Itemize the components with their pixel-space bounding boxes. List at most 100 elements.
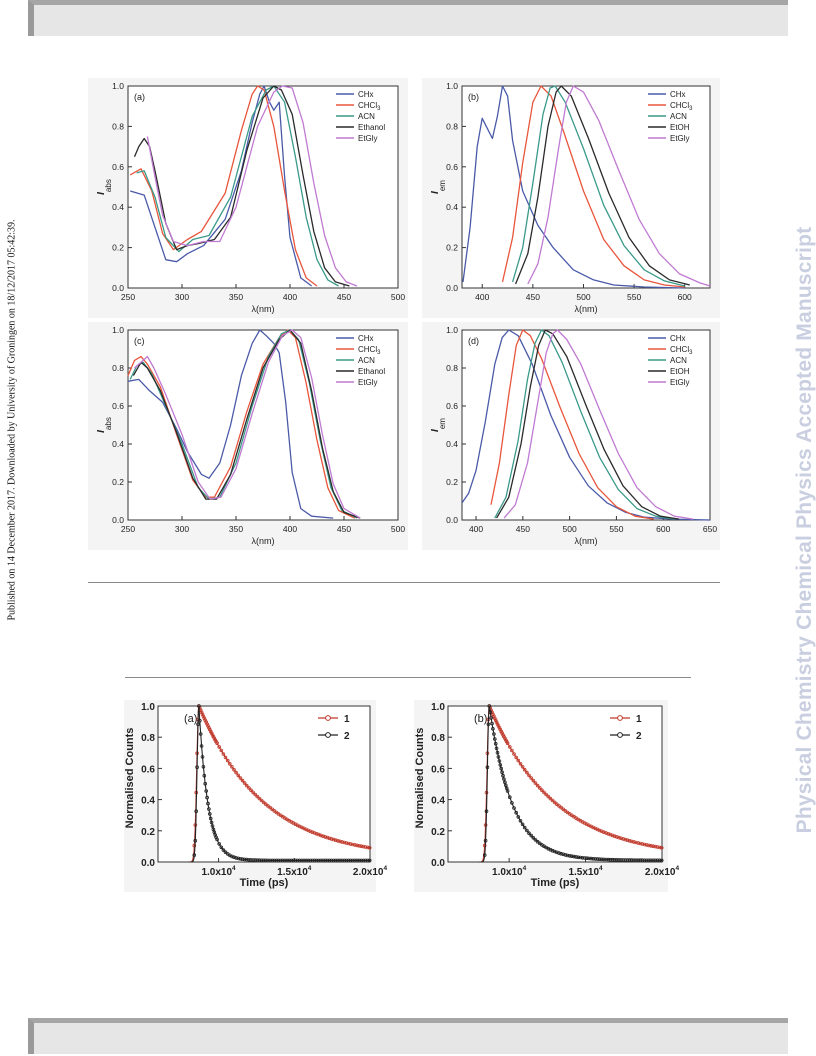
data-point: [520, 765, 525, 769]
x-tick-label: 2.0x104: [645, 865, 680, 878]
data-point: [638, 841, 643, 846]
x-axis-label: λ(nm): [575, 304, 598, 314]
data-point: [520, 822, 525, 827]
data-point: [350, 858, 355, 863]
data-point: [344, 841, 349, 845]
data-point: [266, 858, 270, 863]
legend-entry-base: CHCl: [670, 101, 689, 110]
legend-entry: Ethanol: [358, 367, 385, 376]
series-line-5: [146, 85, 358, 287]
y-axis-label-main: I: [96, 430, 107, 433]
data-point: [522, 825, 527, 830]
y-axis-label: Iabs: [96, 179, 113, 195]
data-point: [510, 801, 514, 805]
data-point: [494, 720, 499, 724]
y-tick-label: 1.0: [112, 325, 124, 335]
data-point: [533, 781, 538, 785]
data-point: [627, 839, 632, 843]
y-axis-label: Iabs: [96, 417, 113, 433]
legend-entry: EtOH: [670, 367, 690, 376]
data-point: [336, 858, 340, 863]
section-divider: [88, 582, 720, 583]
data-point: [490, 721, 494, 726]
y-tick-label: 0.0: [112, 515, 124, 525]
data-point: [367, 858, 372, 863]
data-point: [242, 781, 247, 785]
y-tick-label: 1.0: [446, 325, 458, 335]
data-point: [308, 858, 313, 863]
data-point: [595, 857, 600, 861]
data-point: [647, 858, 651, 863]
data-point: [498, 763, 503, 767]
series-markers-2: [482, 704, 664, 863]
x-tick-label: 250: [121, 524, 135, 534]
data-point: [285, 858, 289, 863]
data-point: [361, 844, 366, 849]
data-point: [498, 727, 503, 732]
series-line-2: [129, 85, 318, 287]
data-point: [357, 844, 361, 848]
data-point: [192, 843, 197, 848]
data-point: [561, 852, 566, 857]
data-point: [223, 850, 228, 855]
data-point: [217, 745, 221, 749]
legend-entry: ACN: [358, 112, 375, 121]
decay-panel-a: 0.00.20.40.60.81.01.0x104 1.5x104 2.0x104T…: [124, 700, 387, 892]
legend-entry: Ethanol: [358, 123, 385, 132]
data-point: [359, 844, 364, 849]
data-point: [649, 844, 653, 848]
x-tick-label-base: 1.0x10: [201, 867, 232, 878]
y-axis-label-main: I: [430, 191, 441, 194]
y-tick-label: 0.0: [431, 858, 445, 869]
plot-area: [447, 705, 663, 863]
data-point: [293, 858, 298, 863]
series-markers-1: [482, 704, 664, 850]
plot-area: [157, 705, 371, 863]
data-point: [321, 858, 325, 863]
data-point: [627, 858, 632, 862]
data-point: [610, 857, 615, 862]
series-line-5: [527, 85, 711, 287]
x-tick-label: 450: [337, 524, 351, 534]
panel-label: (c): [134, 336, 145, 346]
chart-panel-d: 0.0 0.2 0.4 0.6 0.8 1.0 400 450 500 550 600 650 λ(nm…: [422, 322, 720, 550]
data-point: [201, 765, 206, 769]
data-point: [550, 798, 555, 803]
journal-watermark: Physical Chemistry Chemical Physics Acce…: [793, 226, 816, 834]
data-point: [525, 828, 529, 833]
data-point: [334, 838, 338, 843]
data-point: [500, 770, 504, 774]
data-point: [259, 798, 264, 803]
data-point: [555, 802, 559, 806]
decay-panel-b: 0.00.20.40.60.81.01.0x104 1.5x104 2.0x104T…: [414, 700, 679, 892]
data-point: [198, 732, 203, 736]
x-tick-label: 300: [175, 292, 189, 302]
legend-entry: EtOH: [670, 123, 690, 132]
y-axis-label-sub: em: [438, 180, 447, 191]
x-tick-label: 250: [121, 292, 135, 302]
data-point: [567, 854, 572, 858]
data-point: [208, 812, 212, 816]
data-point: [359, 858, 364, 863]
panel-label: (b): [468, 92, 479, 102]
legend-entry: EtGly: [358, 378, 378, 387]
data-point: [544, 792, 548, 797]
data-point: [251, 790, 255, 795]
y-tick-label: 0.6: [141, 764, 155, 775]
panel-label: (a): [134, 92, 145, 102]
data-point: [291, 858, 296, 863]
data-point: [244, 857, 249, 862]
data-point: [346, 858, 351, 863]
data-point: [514, 755, 518, 760]
data-point: [283, 858, 287, 863]
series-line-1: [130, 85, 312, 287]
data-point: [348, 842, 353, 846]
data-point: [548, 796, 553, 801]
plot-area: [461, 85, 711, 289]
data-point: [325, 858, 330, 863]
data-point: [493, 737, 497, 741]
data-point: [636, 858, 641, 863]
x-tick-label: 1.5x104: [277, 865, 312, 878]
data-point: [629, 858, 634, 862]
data-point: [600, 857, 604, 862]
